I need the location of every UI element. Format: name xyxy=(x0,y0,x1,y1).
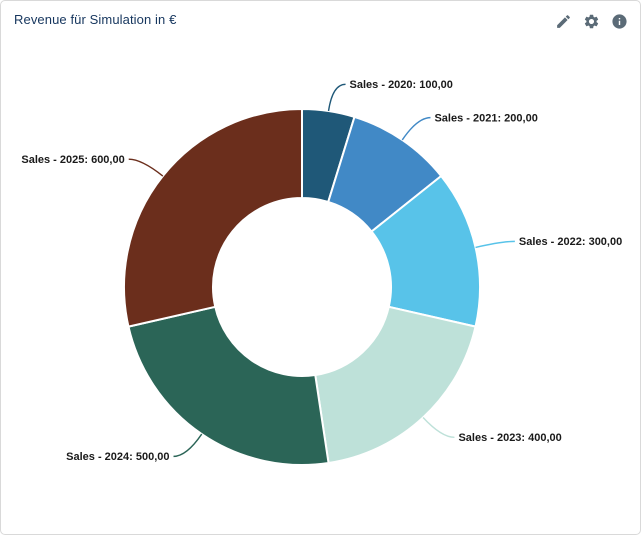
slice-callout-label-2022: Sales - 2022: 300,00 xyxy=(519,236,622,248)
slice-callout-line-2022 xyxy=(475,240,515,249)
slice-callout-line-2021 xyxy=(401,116,431,141)
donut-slice-2023[interactable] xyxy=(314,305,477,465)
chart-title: Revenue für Simulation in € xyxy=(14,12,177,27)
slice-callout-label-2024: Sales - 2024: 500,00 xyxy=(66,451,169,463)
info-icon xyxy=(611,13,628,30)
widget-toolbar xyxy=(554,12,628,30)
settings-button[interactable] xyxy=(582,12,600,30)
edit-button[interactable] xyxy=(554,12,572,30)
slice-callout-label-2020: Sales - 2020: 100,00 xyxy=(350,79,453,91)
donut-slice-2024[interactable] xyxy=(127,305,330,466)
slice-callout-line-2025 xyxy=(128,158,164,177)
slice-callout-label-2025: Sales - 2025: 600,00 xyxy=(21,154,124,166)
slice-callout-label-2021: Sales - 2021: 200,00 xyxy=(434,112,537,124)
slice-callout-label-2023: Sales - 2023: 400,00 xyxy=(458,432,561,444)
info-button[interactable] xyxy=(610,12,628,30)
gear-icon xyxy=(583,13,600,30)
pencil-icon xyxy=(555,13,572,30)
widget-header: Revenue für Simulation in € xyxy=(1,1,640,41)
slice-callout-line-2023 xyxy=(422,417,455,438)
slice-callout-line-2020 xyxy=(327,83,346,112)
slice-callout-line-2024 xyxy=(173,433,203,458)
donut-slice-2025[interactable] xyxy=(123,108,303,328)
